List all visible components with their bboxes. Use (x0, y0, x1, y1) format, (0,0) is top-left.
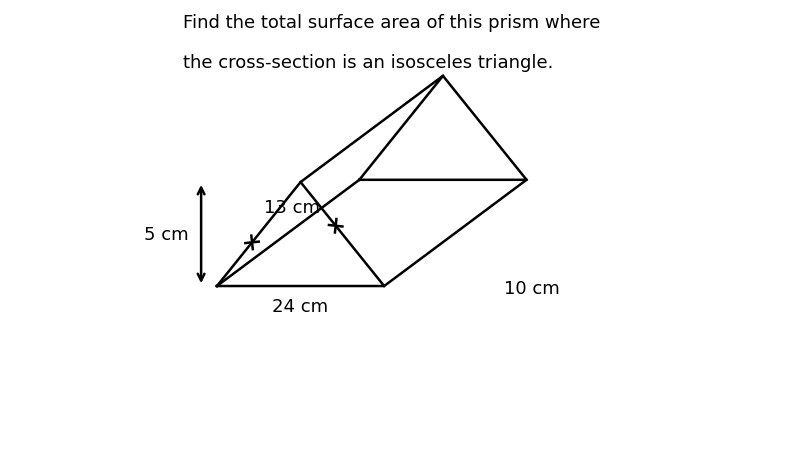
Text: 24 cm: 24 cm (273, 298, 329, 316)
Text: Find the total surface area of this prism where: Find the total surface area of this pris… (183, 14, 601, 32)
Text: 10 cm: 10 cm (504, 280, 560, 298)
Text: 13 cm: 13 cm (265, 198, 321, 216)
Text: 5 cm: 5 cm (144, 226, 189, 244)
Text: the cross-section is an isosceles triangle.: the cross-section is an isosceles triang… (183, 54, 554, 72)
